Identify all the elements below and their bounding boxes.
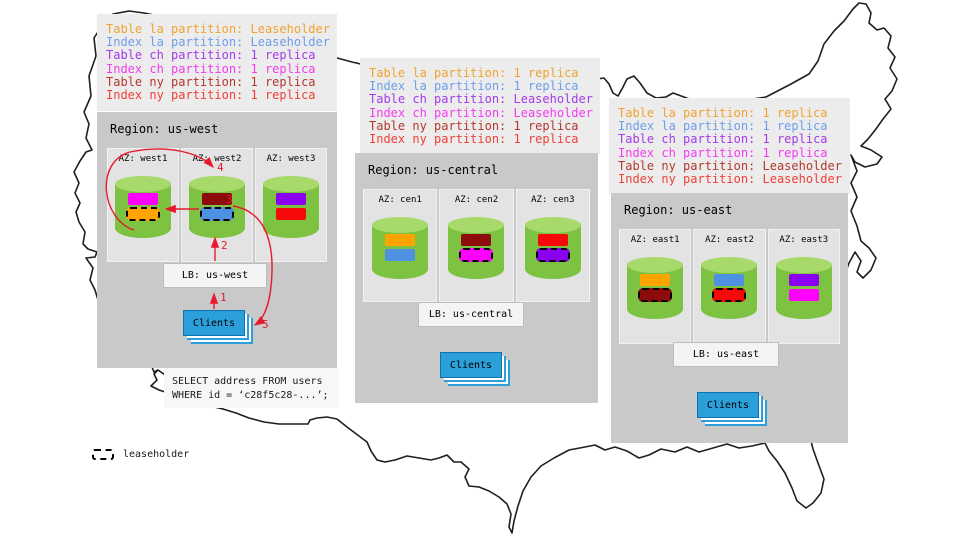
step-number-2: 2: [221, 239, 228, 252]
step-number-1: 1: [220, 291, 227, 304]
database-node-icon: [372, 217, 429, 279]
partition-line: Index ny partition: 1 replica: [369, 132, 579, 147]
replica-bar: [459, 248, 494, 262]
az-label: AZ: east3: [779, 235, 829, 245]
legend: leaseholder: [92, 449, 189, 460]
az-box-cen1: AZ: cen1: [363, 189, 438, 302]
region-title: Region: us-west: [110, 122, 219, 136]
sql-line-2: WHERE id = ‘c28f5c28-...’;: [172, 390, 329, 401]
partition-summary-us-central: Table la partition: 1 replica Index la p…: [360, 58, 600, 154]
partition-line: Index ch partition: Leaseholder: [369, 105, 593, 120]
step-number-5: 5: [262, 318, 269, 331]
load-balancer-us-central: LB: us-central: [418, 302, 524, 327]
replica-bar: [638, 288, 673, 302]
partition-line: Index la partition: 1 replica: [618, 119, 828, 134]
database-node-icon: [627, 257, 684, 319]
sql-query-annotation: SELECT address FROM users WHERE id = ‘c2…: [164, 368, 339, 408]
cylinder-top: [524, 217, 581, 233]
partition-line: Index la partition: Leaseholder: [106, 35, 330, 50]
az-box-cen2: AZ: cen2: [439, 189, 514, 302]
cylinder-top: [115, 176, 171, 192]
replica-bar: [276, 208, 306, 220]
replica-bar: [714, 274, 745, 286]
az-label: AZ: cen1: [378, 195, 422, 205]
load-balancer-us-east: LB: us-east: [673, 342, 779, 367]
az-label: AZ: cen2: [454, 195, 499, 205]
az-box-east3: AZ: east3: [767, 229, 840, 344]
legend-label: leaseholder: [123, 449, 190, 460]
az-label: AZ: east2: [705, 235, 754, 245]
replica-bar: [461, 234, 492, 246]
replica-bar: [126, 207, 160, 221]
partition-line: Index ny partition: 1 replica: [106, 88, 316, 103]
partition-line: Table ch partition: 1 replica: [106, 48, 316, 63]
replica-bar: [788, 289, 819, 301]
az-label: AZ: west3: [266, 154, 316, 164]
replica-bar: [276, 193, 306, 205]
partition-summary-us-west: Table la partition: Leaseholder Index la…: [97, 14, 337, 111]
replica-bar: [640, 274, 671, 286]
az-label: AZ: west1: [118, 154, 168, 164]
replica-bar: [200, 207, 234, 221]
step-number-3: 3: [226, 193, 233, 206]
leaseholder-swatch-icon: [92, 449, 114, 460]
database-node-icon: [115, 176, 171, 238]
us-map-border-path: [73, 2, 898, 534]
database-node-icon: [448, 217, 505, 279]
partition-line: Table ch partition: 1 replica: [618, 132, 828, 147]
az-label: AZ: east1: [630, 235, 680, 245]
az-box-cen3: AZ: cen3: [515, 189, 590, 302]
region-title: Region: us-central: [368, 163, 499, 177]
replica-bar: [788, 274, 819, 286]
replica-bar: [535, 248, 570, 262]
partition-line: Index la partition: 1 replica: [369, 79, 579, 94]
cylinder-top: [701, 257, 758, 273]
az-row-us-central: AZ: cen1 AZ: cen2 AZ: cen3: [363, 189, 590, 302]
az-row-us-east: AZ: east1 AZ: east2 AZ: east3: [619, 229, 840, 344]
clients-box-us-east: Clients: [697, 392, 759, 418]
database-node-icon: [775, 257, 832, 319]
partition-line: Index ch partition: 1 replica: [618, 145, 828, 160]
cylinder-top: [775, 257, 832, 273]
database-node-icon: [189, 176, 245, 238]
cylinder-top: [263, 176, 319, 192]
database-node-icon: [701, 257, 758, 319]
cylinder-top: [448, 217, 505, 233]
database-node-icon: [263, 176, 319, 238]
az-box-east1: AZ: east1: [619, 229, 692, 344]
partition-line: Table la partition: Leaseholder: [106, 22, 330, 36]
replica-bar: [712, 288, 747, 302]
partition-line: Index ch partition: 1 replica: [106, 61, 316, 76]
partition-summary-us-east: Table la partition: 1 replica Index la p…: [609, 98, 850, 194]
replica-bar: [128, 193, 158, 205]
region-title: Region: us-east: [624, 203, 733, 217]
partition-line: Table ch partition: Leaseholder: [369, 92, 593, 107]
clients-box-us-west: Clients: [183, 310, 245, 336]
az-box-east2: AZ: east2: [693, 229, 766, 344]
cylinder-top: [627, 257, 684, 273]
az-box-west3: AZ: west3: [255, 148, 327, 262]
load-balancer-us-west: LB: us-west: [163, 263, 267, 288]
step-number-4: 4: [217, 161, 224, 174]
partition-line: Index ny partition: Leaseholder: [618, 172, 842, 187]
cylinder-top: [189, 176, 245, 192]
partition-line: Table ny partition: 1 replica: [106, 74, 316, 89]
cylinder-top: [372, 217, 429, 233]
partition-line: Table la partition: 1 replica: [618, 106, 828, 120]
replica-bar: [385, 249, 416, 261]
az-label: AZ: cen3: [531, 195, 575, 205]
az-box-west1: AZ: west1: [107, 148, 179, 262]
partition-line: Table ny partition: 1 replica: [369, 118, 579, 133]
partition-line: Table la partition: 1 replica: [369, 66, 579, 80]
replica-bar: [385, 234, 416, 246]
clients-box-us-central: Clients: [440, 352, 502, 378]
partition-line: Table ny partition: Leaseholder: [618, 158, 842, 173]
database-node-icon: [524, 217, 581, 279]
az-label: AZ: west2: [192, 154, 242, 164]
replica-bar: [537, 234, 568, 246]
sql-line-1: SELECT address FROM users: [172, 376, 323, 387]
